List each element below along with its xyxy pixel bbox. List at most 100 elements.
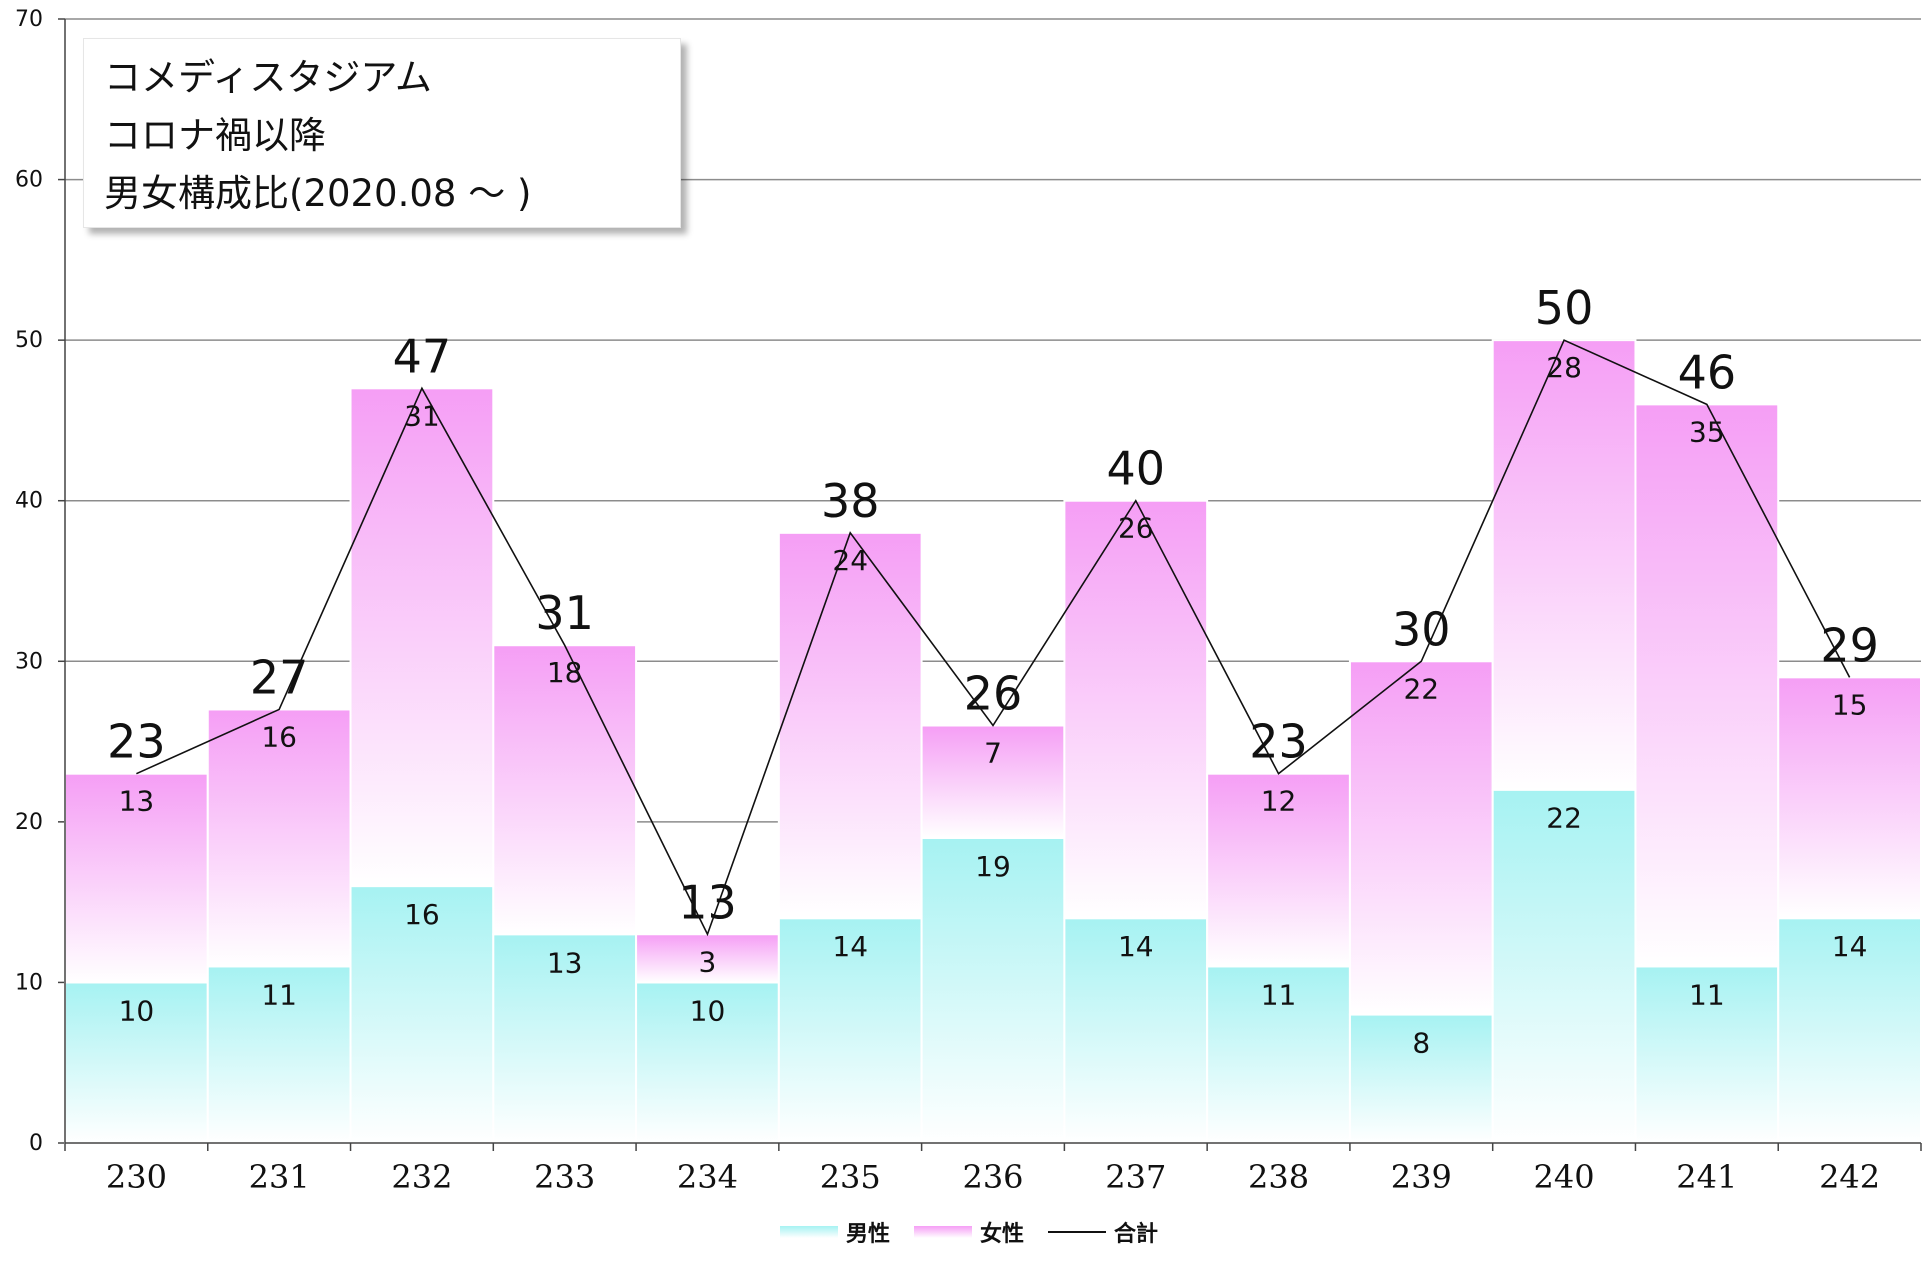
legend-label-male: 男性	[846, 1222, 891, 1247]
x-tick-label-234: 234	[677, 1158, 738, 1196]
label-total-237: 40	[1106, 442, 1165, 496]
legend-item-total: 合計	[1048, 1216, 1158, 1248]
x-tick-label-237: 237	[1105, 1158, 1166, 1196]
x-tick-label-242: 242	[1819, 1158, 1880, 1196]
bar-male-237	[1063, 917, 1209, 1145]
y-tick-label-40: 40	[15, 489, 43, 514]
bar-female-231	[206, 708, 352, 968]
x-tick-label-231: 231	[249, 1158, 310, 1196]
bar-male-232	[349, 885, 495, 1144]
label-female-230: 13	[119, 785, 155, 818]
chart-legend: 男性 女性 合計	[780, 1212, 1158, 1252]
x-tick-label-240: 240	[1534, 1158, 1595, 1196]
x-tick-label-235: 235	[820, 1158, 881, 1196]
x-tick-label-239: 239	[1391, 1158, 1452, 1196]
label-total-238: 23	[1249, 715, 1308, 769]
y-tick-label-0: 0	[29, 1131, 43, 1156]
bar-female-236	[920, 724, 1066, 839]
y-tick-label-60: 60	[15, 168, 43, 193]
label-total-231: 27	[250, 650, 309, 704]
x-tick-label-230: 230	[106, 1158, 167, 1196]
y-tick-label-70: 70	[15, 7, 43, 32]
y-tick-label-20: 20	[15, 810, 43, 835]
legend-swatch-female	[914, 1226, 973, 1238]
chart-title-line-2: コロナ禍以降	[104, 114, 326, 157]
bar-female-239	[1348, 660, 1494, 1016]
label-male-237: 14	[1118, 930, 1154, 963]
label-female-235: 24	[832, 544, 868, 577]
bar-female-241	[1634, 403, 1780, 968]
bar-female-234	[635, 933, 780, 984]
total-line	[136, 339, 1851, 937]
bar-female-240	[1491, 339, 1637, 791]
label-male-239: 8	[1412, 1027, 1430, 1060]
y-axis-ticks: 0 10 20 30 40 50 60 70	[15, 7, 65, 1156]
x-tick-label-241: 241	[1676, 1158, 1737, 1196]
label-total-230: 23	[107, 715, 166, 769]
bar-male-240	[1491, 788, 1637, 1144]
label-male-234: 10	[690, 994, 726, 1027]
label-male-241: 11	[1689, 978, 1725, 1011]
bar-female-233	[492, 644, 638, 936]
chart-title-line-1: コメディスタジアム	[104, 56, 432, 99]
label-male-230: 10	[119, 994, 155, 1027]
label-female-232: 31	[404, 399, 440, 432]
label-total-242: 29	[1820, 618, 1879, 672]
label-total-234: 13	[678, 875, 737, 929]
label-total-236: 26	[964, 667, 1023, 721]
total-line-path	[136, 339, 1851, 937]
label-female-231: 16	[261, 720, 297, 753]
bar-male-234	[635, 981, 780, 1145]
chart-title-line-3: 男女構成比(2020.08 ～ )	[104, 172, 532, 215]
label-male-236: 19	[975, 850, 1011, 883]
label-female-236: 7	[984, 737, 1002, 770]
label-female-238: 12	[1261, 785, 1297, 818]
bar-female-242	[1777, 676, 1922, 920]
bar-female-232	[349, 387, 495, 888]
legend-label-female: 女性	[980, 1222, 1025, 1247]
bar-female-235	[777, 531, 923, 920]
label-female-234: 3	[699, 945, 717, 978]
x-tick-label-238: 238	[1248, 1158, 1309, 1196]
bar-female-238	[1206, 772, 1351, 968]
x-tick-label-233: 233	[534, 1158, 595, 1196]
chart-title-box: コメディスタジアム コロナ禍以降 男女構成比(2020.08 ～ )	[83, 38, 681, 228]
label-total-240: 50	[1535, 281, 1594, 335]
label-total-239: 30	[1392, 602, 1451, 656]
legend-item-male: 男性	[780, 1216, 890, 1248]
legend-item-female: 女性	[914, 1216, 1024, 1248]
x-tick-label-232: 232	[391, 1158, 452, 1196]
data-labels: 10 13 11 16 16 31 13 18 10 3 14 24 19 7 14 26 11 12 8 22 22 2…	[107, 281, 1879, 1059]
label-male-240: 22	[1546, 802, 1582, 835]
label-total-241: 46	[1678, 345, 1737, 399]
label-female-242: 15	[1832, 688, 1868, 721]
legend-line-total	[1048, 1231, 1107, 1233]
bars	[64, 339, 1922, 1145]
x-axis: 230 231 232 233 234 235 236 237 238 239 240 241 242	[64, 19, 1922, 1196]
y-tick-label-30: 30	[15, 649, 43, 674]
bar-male-233	[492, 933, 638, 1144]
label-female-239: 22	[1403, 672, 1439, 705]
label-male-232: 16	[404, 898, 440, 931]
label-male-242: 14	[1832, 930, 1868, 963]
x-tick-label-236: 236	[962, 1158, 1023, 1196]
label-male-238: 11	[1261, 978, 1297, 1011]
legend-swatch-male	[780, 1226, 838, 1238]
label-male-233: 13	[547, 946, 583, 979]
legend-label-total: 合計	[1114, 1222, 1159, 1247]
label-total-232: 47	[393, 329, 452, 383]
bar-male-236	[920, 836, 1066, 1145]
bar-male-238	[1206, 965, 1351, 1144]
label-total-235: 38	[821, 474, 880, 528]
bar-male-241	[1634, 965, 1780, 1144]
y-tick-label-10: 10	[15, 970, 43, 995]
bar-male-242	[1777, 917, 1922, 1145]
label-female-237: 26	[1118, 512, 1154, 545]
y-tick-label-50: 50	[15, 328, 43, 353]
label-female-241: 35	[1689, 415, 1725, 448]
label-female-240: 28	[1546, 351, 1582, 384]
bar-male-235	[777, 917, 923, 1145]
label-male-231: 11	[261, 978, 297, 1011]
bar-female-237	[1063, 499, 1209, 920]
